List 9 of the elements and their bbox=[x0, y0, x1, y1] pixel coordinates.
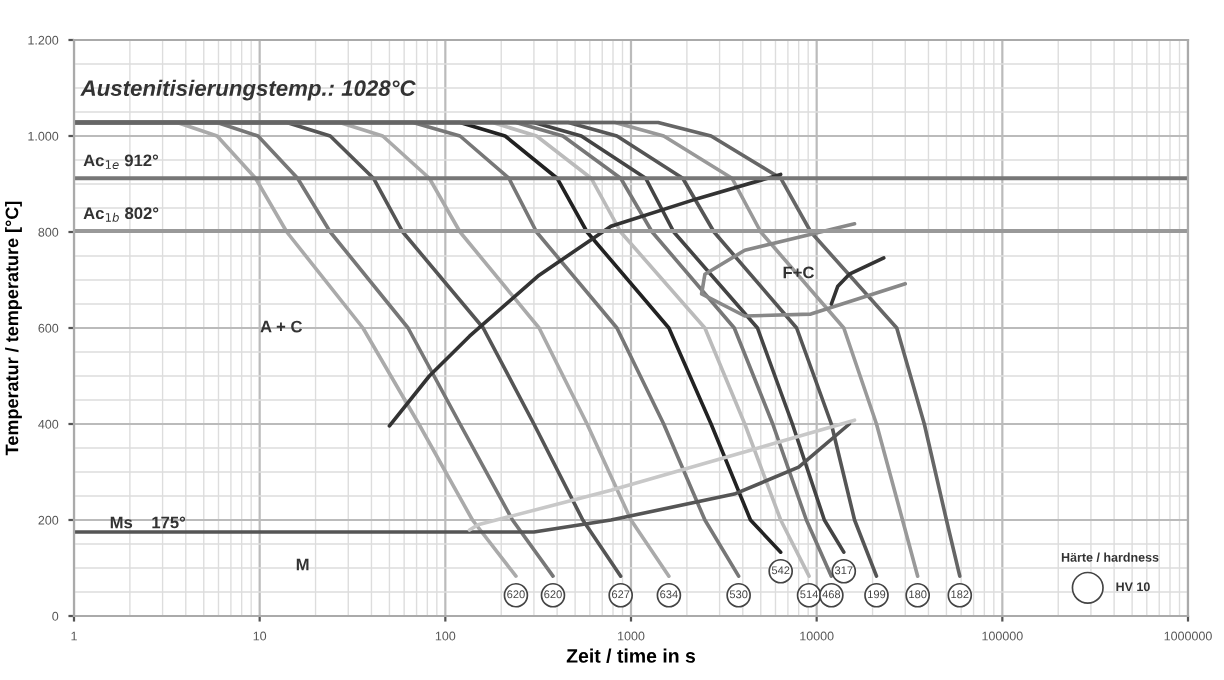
ref-line-label: Ac$_{1b}$ 802° bbox=[83, 207, 159, 222]
annotation: M bbox=[296, 558, 309, 571]
annotation: A + C bbox=[260, 320, 303, 333]
annotation: Ms 175° bbox=[110, 516, 186, 529]
ref-line-label: Ac$_{1e}$ 912° bbox=[83, 154, 159, 170]
x-axis-title: Zeit / time in s bbox=[566, 648, 696, 663]
annotation: F+C bbox=[783, 266, 814, 279]
y-axis-title: Temperatur / temperature [°C] bbox=[5, 201, 22, 456]
annotation: Austenitisierungstemp.: 1028°C bbox=[80, 79, 416, 101]
